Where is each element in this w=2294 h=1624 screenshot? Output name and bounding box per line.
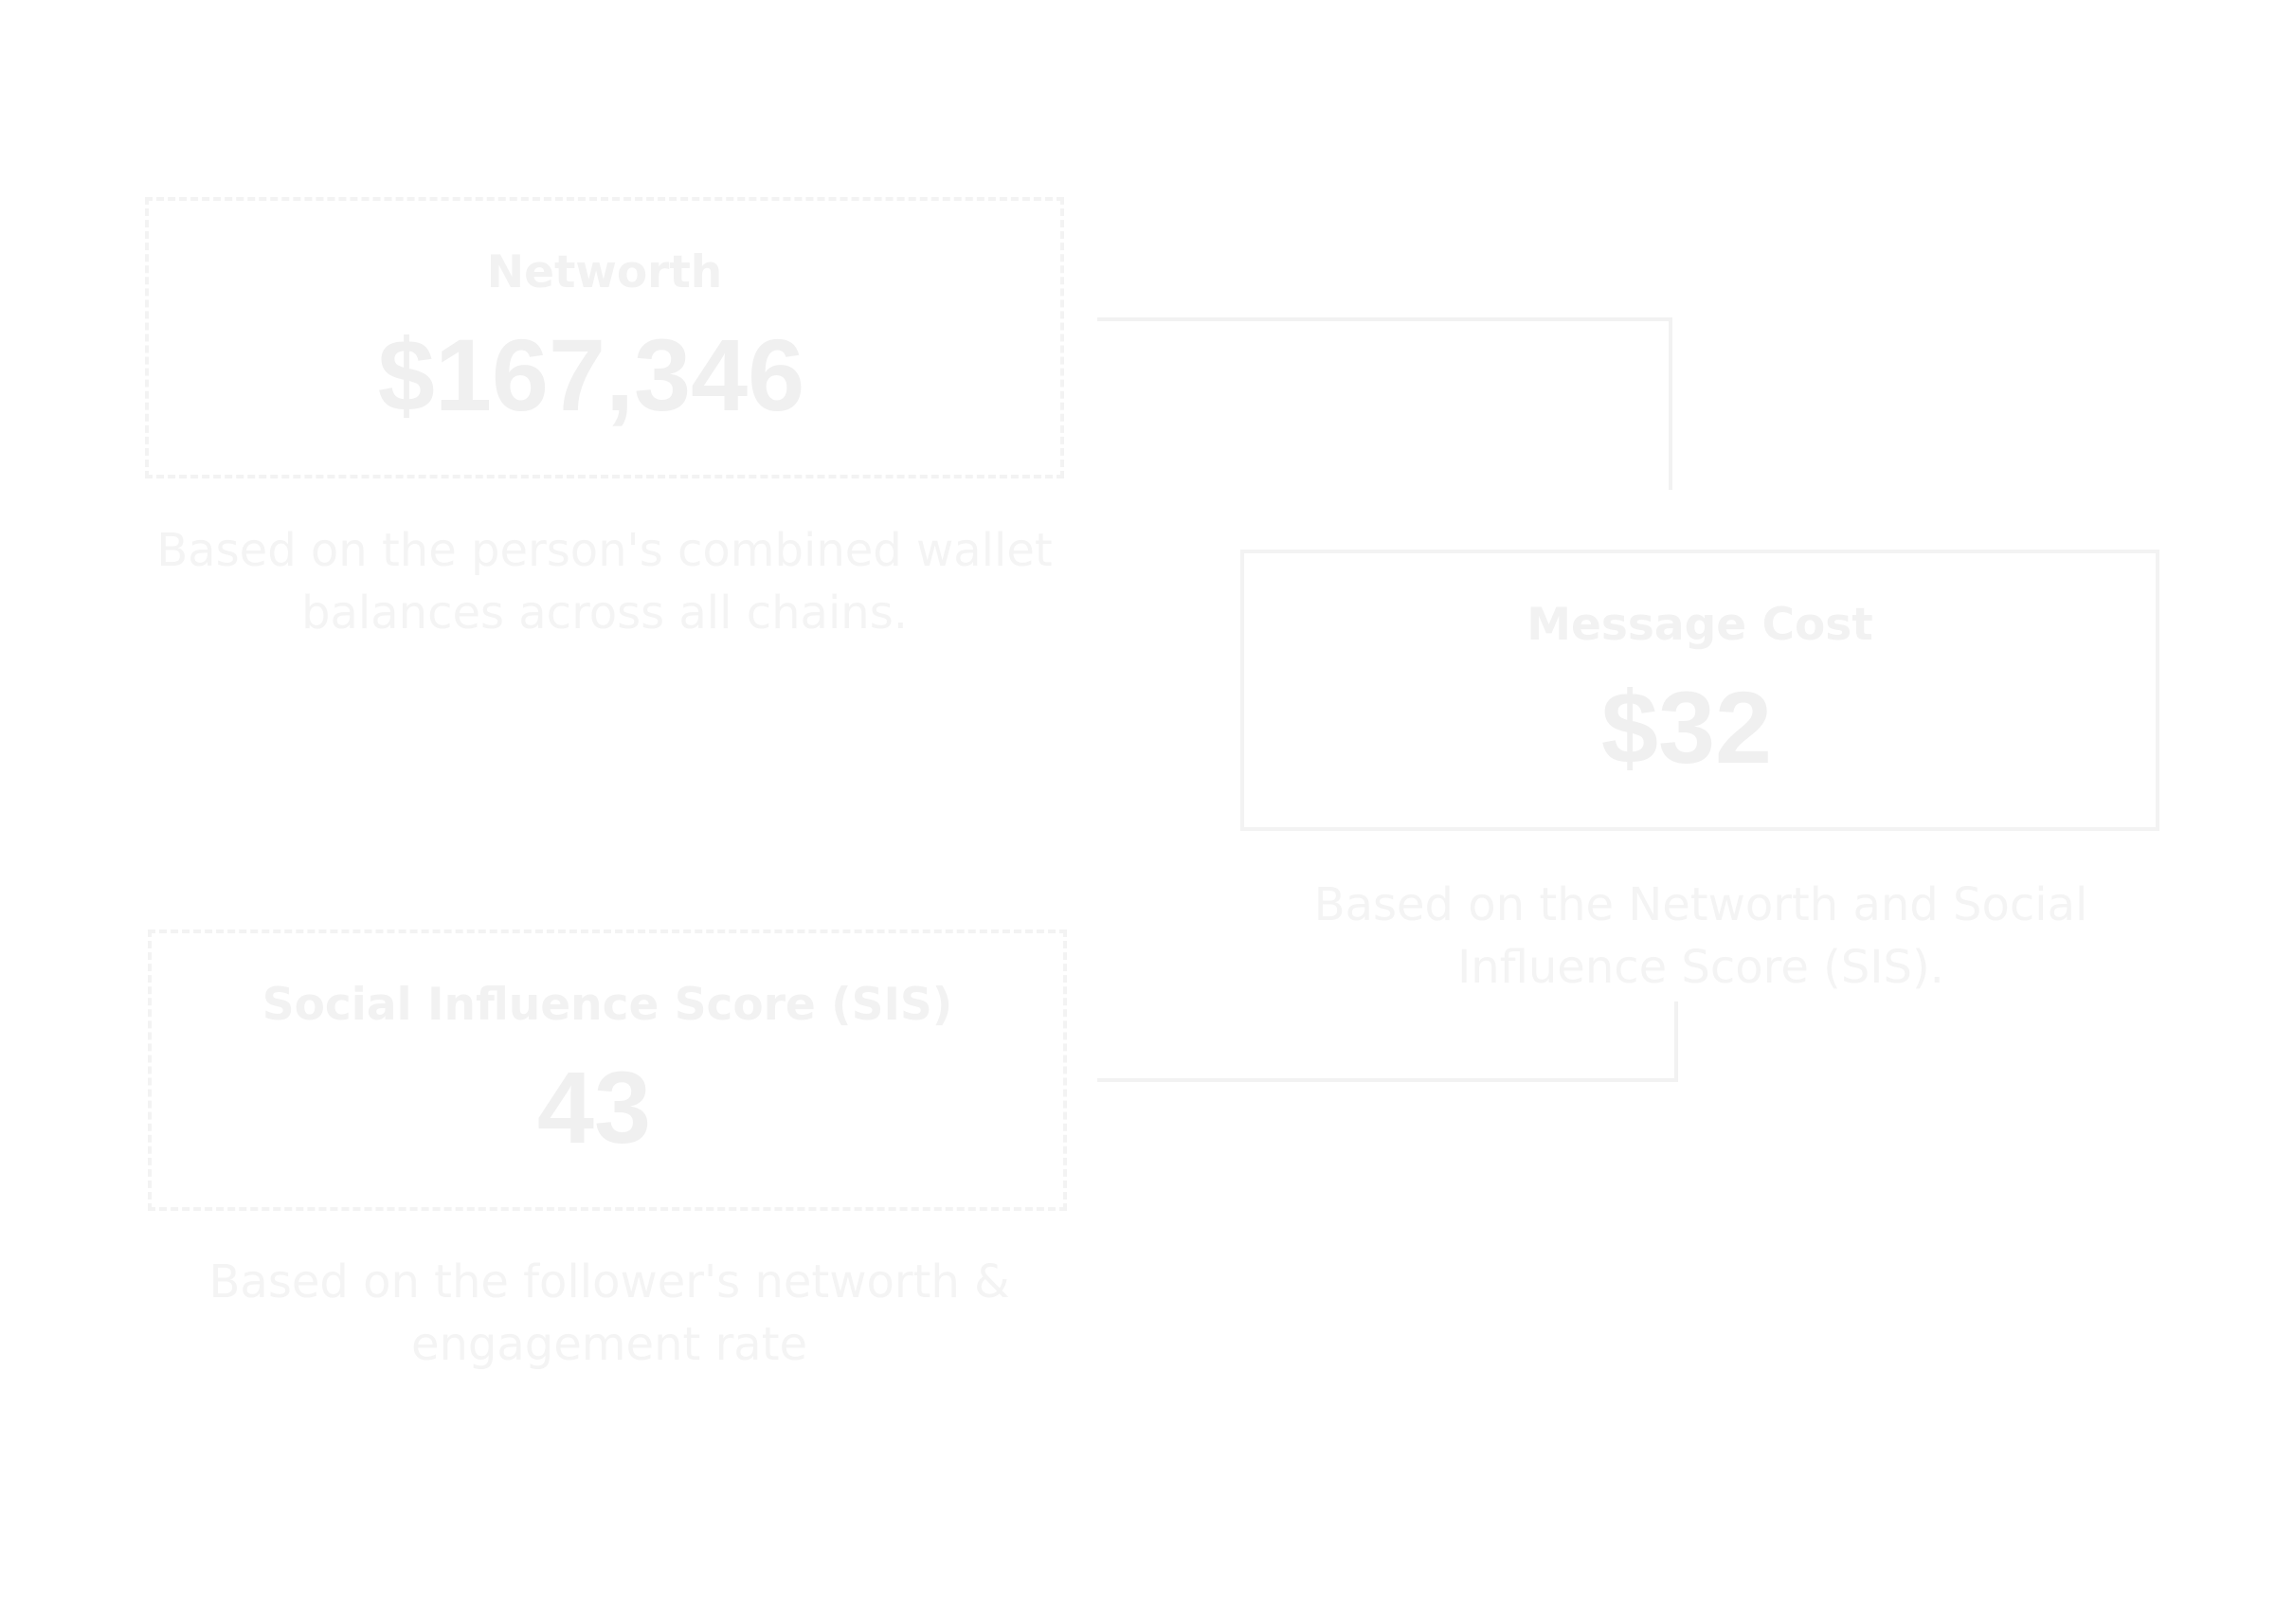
networth-connector [1097, 317, 1672, 490]
sis-caption: Based on the follower's networth & engag… [208, 1255, 1010, 1371]
sis-card: Social Influence Score (SIS) 43 [148, 929, 1067, 1211]
networth-value: $167,346 [377, 317, 805, 432]
networth-caption: Based on the person's combined wallet ba… [156, 524, 1053, 640]
networth-card: Networth $167,346 [145, 197, 1064, 478]
message-cost-card: Message Cost $32 [1240, 550, 2159, 831]
sis-value: 43 [536, 1050, 652, 1164]
sis-title: Social Influence Score (SIS) [262, 979, 953, 1031]
message-cost-value: $32 [1600, 670, 1773, 785]
message-cost-caption: Based on the Networth and Social Influen… [1313, 878, 2088, 994]
networth-title: Networth [486, 246, 723, 298]
message-cost-title: Message Cost [1526, 599, 1873, 651]
sis-connector [1097, 1001, 1678, 1082]
